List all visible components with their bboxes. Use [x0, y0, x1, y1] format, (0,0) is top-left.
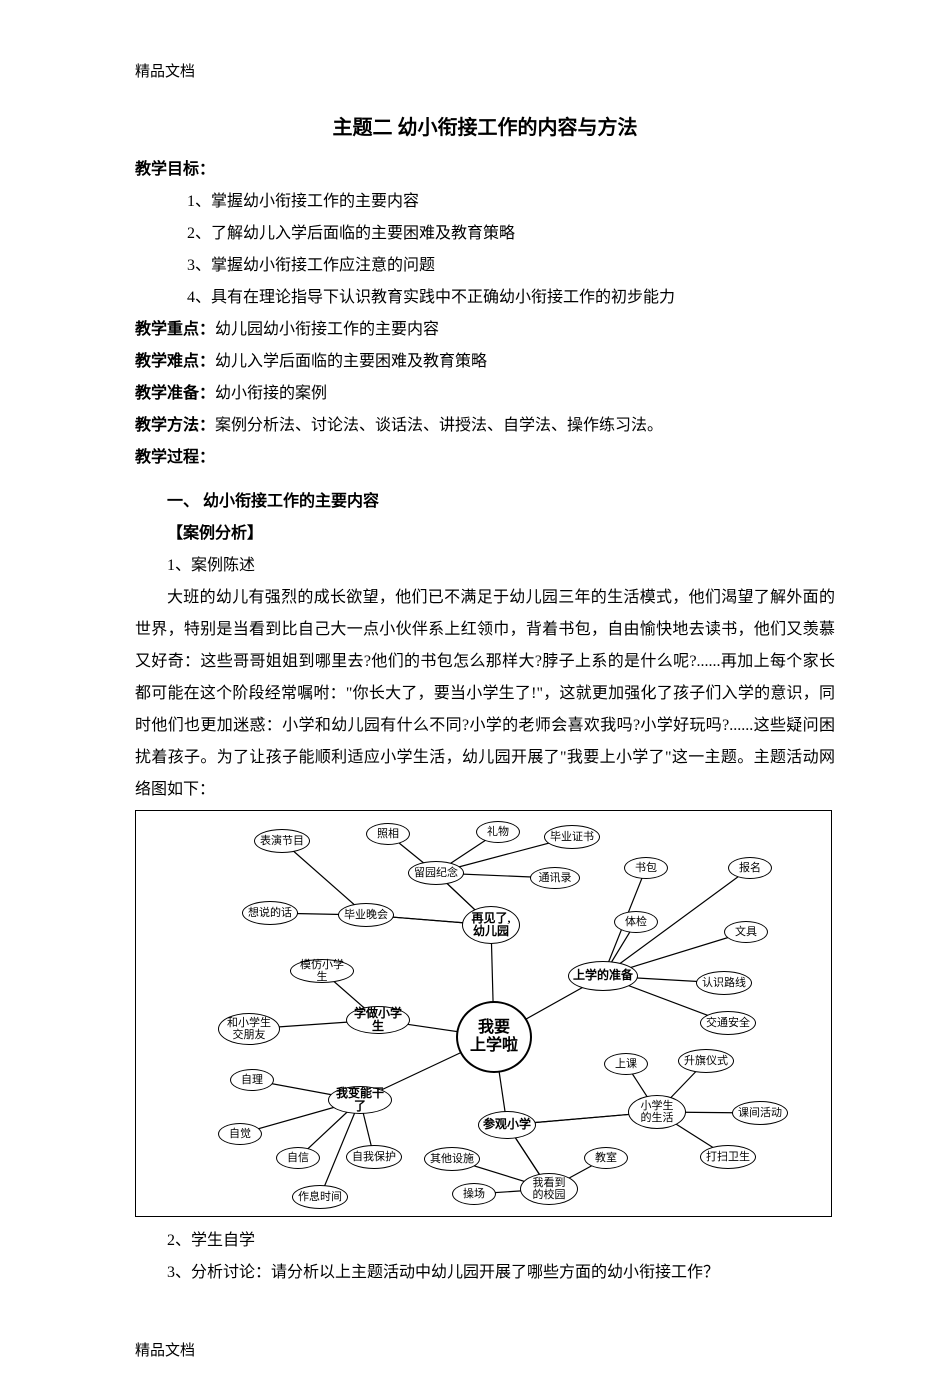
mindmap-node: 礼物: [476, 821, 520, 843]
mindmap-node: 通讯录: [530, 867, 580, 889]
mindmap-node: 表演节目: [254, 829, 310, 853]
teaching-prep: 教学准备：幼小衔接的案例: [135, 378, 835, 410]
mindmap-node: 上学的准备: [568, 961, 638, 991]
footer-text: 精品文档: [135, 1339, 835, 1360]
teaching-method: 教学方法：案例分析法、讨论法、谈话法、讲授法、自学法、操作练习法。: [135, 410, 835, 442]
prep-val: 幼小衔接的案例: [215, 385, 327, 402]
mindmap-node: 我看到 的校园: [520, 1173, 578, 1205]
mindmap-node: 自我保护: [346, 1145, 402, 1169]
mindmap-node: 再见了, 幼儿园: [462, 906, 520, 944]
proc-key: 教学过程：: [135, 449, 215, 466]
mindmap-node: 自理: [230, 1069, 274, 1091]
method-val: 案例分析法、讨论法、谈话法、讲授法、自学法、操作练习法。: [215, 417, 663, 434]
mindmap-node: 作息时间: [292, 1185, 348, 1209]
mindmap-node: 小学生 的生活: [628, 1095, 686, 1129]
mindmap-node: 毕业证书: [544, 825, 600, 849]
case-paragraph: 大班的幼儿有强烈的成长欲望，他们已不满足于幼儿园三年的生活模式，他们渴望了解外面…: [135, 582, 835, 806]
mindmap-node: 我要 上学啦: [456, 1001, 532, 1073]
diff-val: 幼儿入学后面临的主要困难及教育策略: [215, 353, 487, 370]
mindmap-node: 和小学生 交朋友: [218, 1013, 280, 1045]
mindmap-node: 自信: [276, 1147, 320, 1169]
case-analysis-label: 【案例分析】: [135, 518, 835, 550]
mindmap-node: 自觉: [218, 1123, 262, 1145]
mindmap-node: 其他设施: [424, 1147, 480, 1171]
mindmap-node: 留园纪念: [408, 861, 464, 885]
mindmap-node: 认识路线: [696, 971, 752, 995]
teaching-focus: 教学重点：幼儿园幼小衔接工作的主要内容: [135, 314, 835, 346]
header-text: 精品文档: [135, 60, 835, 81]
objective-item: 4、具有在理论指导下认识教育实践中不正确幼小衔接工作的初步能力: [187, 282, 835, 314]
teaching-difficulty: 教学难点：幼儿入学后面临的主要困难及教育策略: [135, 346, 835, 378]
mindmap-node: 上课: [604, 1053, 648, 1075]
mindmap-node: 毕业晚会: [338, 903, 394, 927]
objectives-list: 1、掌握幼小衔接工作的主要内容 2、了解幼儿入学后面临的主要困难及教育策略 3、…: [135, 186, 835, 314]
mindmap-node: 照相: [366, 823, 410, 845]
mindmap-node: 课间活动: [732, 1101, 788, 1125]
mindmap-node: 模仿小学生: [290, 959, 354, 983]
mindmap-node: 报名: [728, 857, 772, 879]
case-item-2: 2、学生自学: [135, 1225, 835, 1257]
teaching-process: 教学过程：: [135, 442, 835, 474]
mindmap-node: 升旗仪式: [678, 1049, 734, 1073]
mindmap-node: 交通安全: [700, 1011, 756, 1035]
mindmap-node: 我变能干了: [328, 1086, 392, 1114]
focus-val: 幼儿园幼小衔接工作的主要内容: [215, 321, 439, 338]
case-item-3: 3、分析讨论：请分析以上主题活动中幼儿园开展了哪些方面的幼小衔接工作？: [135, 1257, 835, 1289]
case-item-1: 1、案例陈述: [135, 550, 835, 582]
objective-item: 3、掌握幼小衔接工作应注意的问题: [187, 250, 835, 282]
objectives-label: 教学目标：: [135, 154, 835, 186]
focus-key: 教学重点：: [135, 321, 215, 338]
mindmap-node: 参观小学: [478, 1111, 536, 1139]
diff-key: 教学难点：: [135, 353, 215, 370]
mindmap-node: 教室: [584, 1147, 628, 1169]
objective-item: 1、掌握幼小衔接工作的主要内容: [187, 186, 835, 218]
mindmap-node: 打扫卫生: [700, 1145, 756, 1169]
mindmap-node: 学做小学生: [346, 1006, 410, 1034]
mindmap-diagram: 我要 上学啦 再见了, 幼儿园上学的准备学做小学生我变能干了参观小学 表演节目 照相 礼…: [135, 810, 832, 1217]
mindmap-node: 想说的话: [242, 901, 298, 925]
section-1-head: 一、 幼小衔接工作的主要内容: [135, 486, 835, 518]
method-key: 教学方法：: [135, 417, 215, 434]
mindmap-node: 操场: [452, 1183, 496, 1205]
mindmap-node: 书包: [624, 857, 668, 879]
objective-item: 2、了解幼儿入学后面临的主要困难及教育策略: [187, 218, 835, 250]
mindmap-node: 文具: [724, 921, 768, 943]
main-title: 主题二 幼小衔接工作的内容与方法: [135, 111, 835, 140]
mindmap-node: 体检: [614, 911, 658, 933]
prep-key: 教学准备：: [135, 385, 215, 402]
